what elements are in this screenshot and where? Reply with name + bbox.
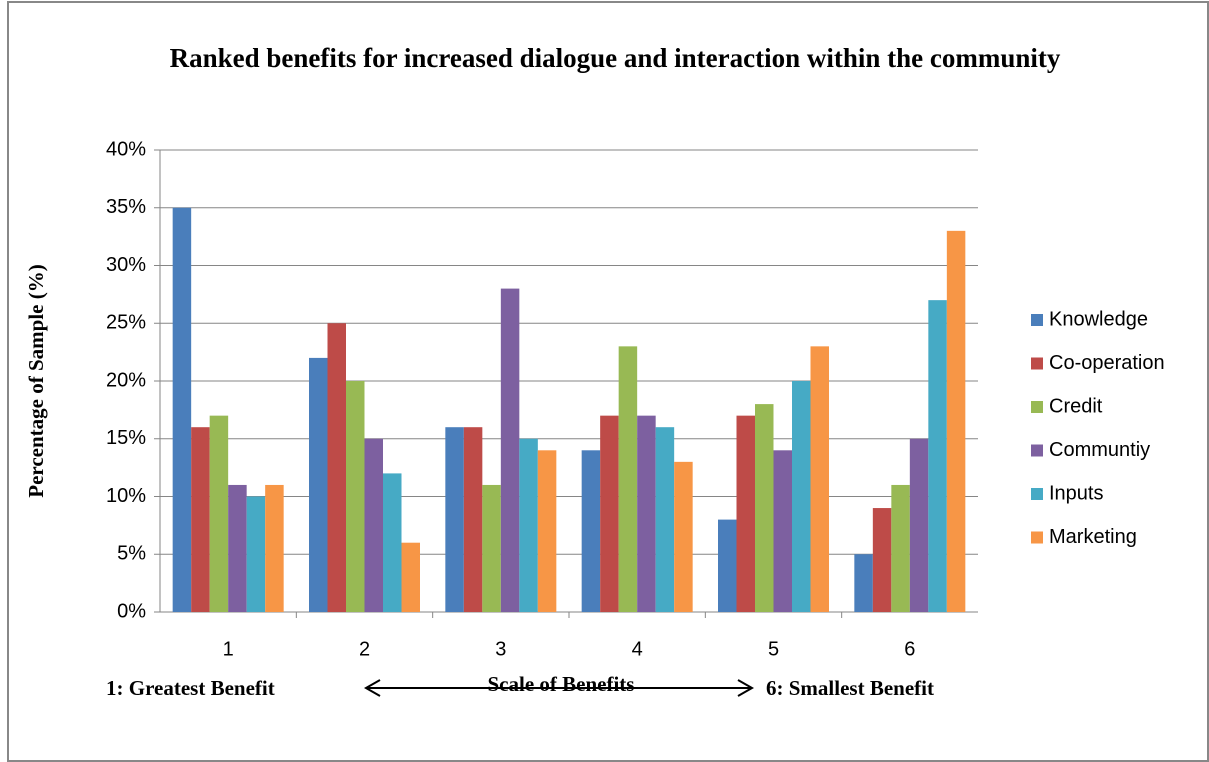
bar xyxy=(228,484,247,612)
bar xyxy=(500,288,520,612)
legend-label: Knowledge xyxy=(1049,308,1148,330)
bar xyxy=(191,427,210,612)
bar xyxy=(327,323,346,612)
legend-swatch xyxy=(1031,488,1043,500)
y-tick-label: 5% xyxy=(117,543,146,565)
y-tick-label: 20% xyxy=(106,369,146,391)
bar xyxy=(773,450,792,612)
bar xyxy=(792,381,811,612)
legend-swatch xyxy=(1031,314,1043,326)
bar xyxy=(482,484,501,612)
legend-swatch xyxy=(1031,531,1043,544)
bar xyxy=(581,450,601,612)
bar xyxy=(346,381,365,612)
legend-swatch xyxy=(1031,357,1043,370)
legend-label: Inputs xyxy=(1049,482,1103,504)
chart-frame xyxy=(7,1,1209,762)
x-tick-label: 1 xyxy=(223,638,234,660)
annotation: 6: Smallest Benefit xyxy=(766,676,934,700)
bar xyxy=(854,554,873,612)
x-tick-label: 5 xyxy=(768,638,779,660)
bar xyxy=(172,207,192,612)
bar xyxy=(463,427,483,612)
y-tick-label: 25% xyxy=(106,312,146,334)
y-tick-label: 40% xyxy=(106,138,146,160)
bar xyxy=(909,438,929,612)
bar xyxy=(445,427,464,612)
bar xyxy=(618,346,638,612)
double-arrow xyxy=(363,679,755,697)
bar xyxy=(600,415,619,612)
y-axis-label: Percentage of Sample (%) xyxy=(24,264,48,497)
bar xyxy=(928,300,947,612)
bar xyxy=(655,427,675,612)
bar xyxy=(265,484,284,612)
bar xyxy=(946,230,966,612)
y-tick-label: 30% xyxy=(106,254,146,276)
bar xyxy=(872,508,892,612)
y-tick-label: 10% xyxy=(106,485,146,507)
y-tick-label: 0% xyxy=(117,600,146,622)
y-tick-label: 15% xyxy=(106,427,146,449)
x-tick-label: 6 xyxy=(904,638,915,660)
bar xyxy=(891,484,910,612)
bar xyxy=(364,438,383,612)
bar xyxy=(674,461,693,612)
legend-swatch xyxy=(1031,444,1043,457)
bar xyxy=(309,357,328,612)
legend-swatch xyxy=(1031,401,1043,413)
bar xyxy=(736,415,755,612)
x-tick-label: 4 xyxy=(632,638,643,660)
legend-label: Co-operation xyxy=(1049,352,1165,374)
legend-label: Marketing xyxy=(1049,526,1137,548)
bar xyxy=(810,346,829,612)
bar xyxy=(537,450,557,612)
x-axis-label: Scale of Benefits xyxy=(488,672,635,696)
bar xyxy=(718,519,737,612)
bar xyxy=(637,415,656,612)
bar xyxy=(383,473,402,612)
annotation: 1: Greatest Benefit xyxy=(106,676,275,700)
bar xyxy=(246,496,266,612)
bar xyxy=(209,415,229,612)
bar xyxy=(401,542,420,612)
bar xyxy=(755,404,774,612)
x-tick-label: 3 xyxy=(495,638,506,660)
legend-label: Credit xyxy=(1049,395,1103,417)
chart-title: Ranked benefits for increased dialogue a… xyxy=(169,43,1061,73)
y-tick-label: 35% xyxy=(106,196,146,218)
x-tick-label: 2 xyxy=(359,638,370,660)
bar xyxy=(519,438,538,612)
legend-label: Communtiy xyxy=(1049,439,1150,461)
